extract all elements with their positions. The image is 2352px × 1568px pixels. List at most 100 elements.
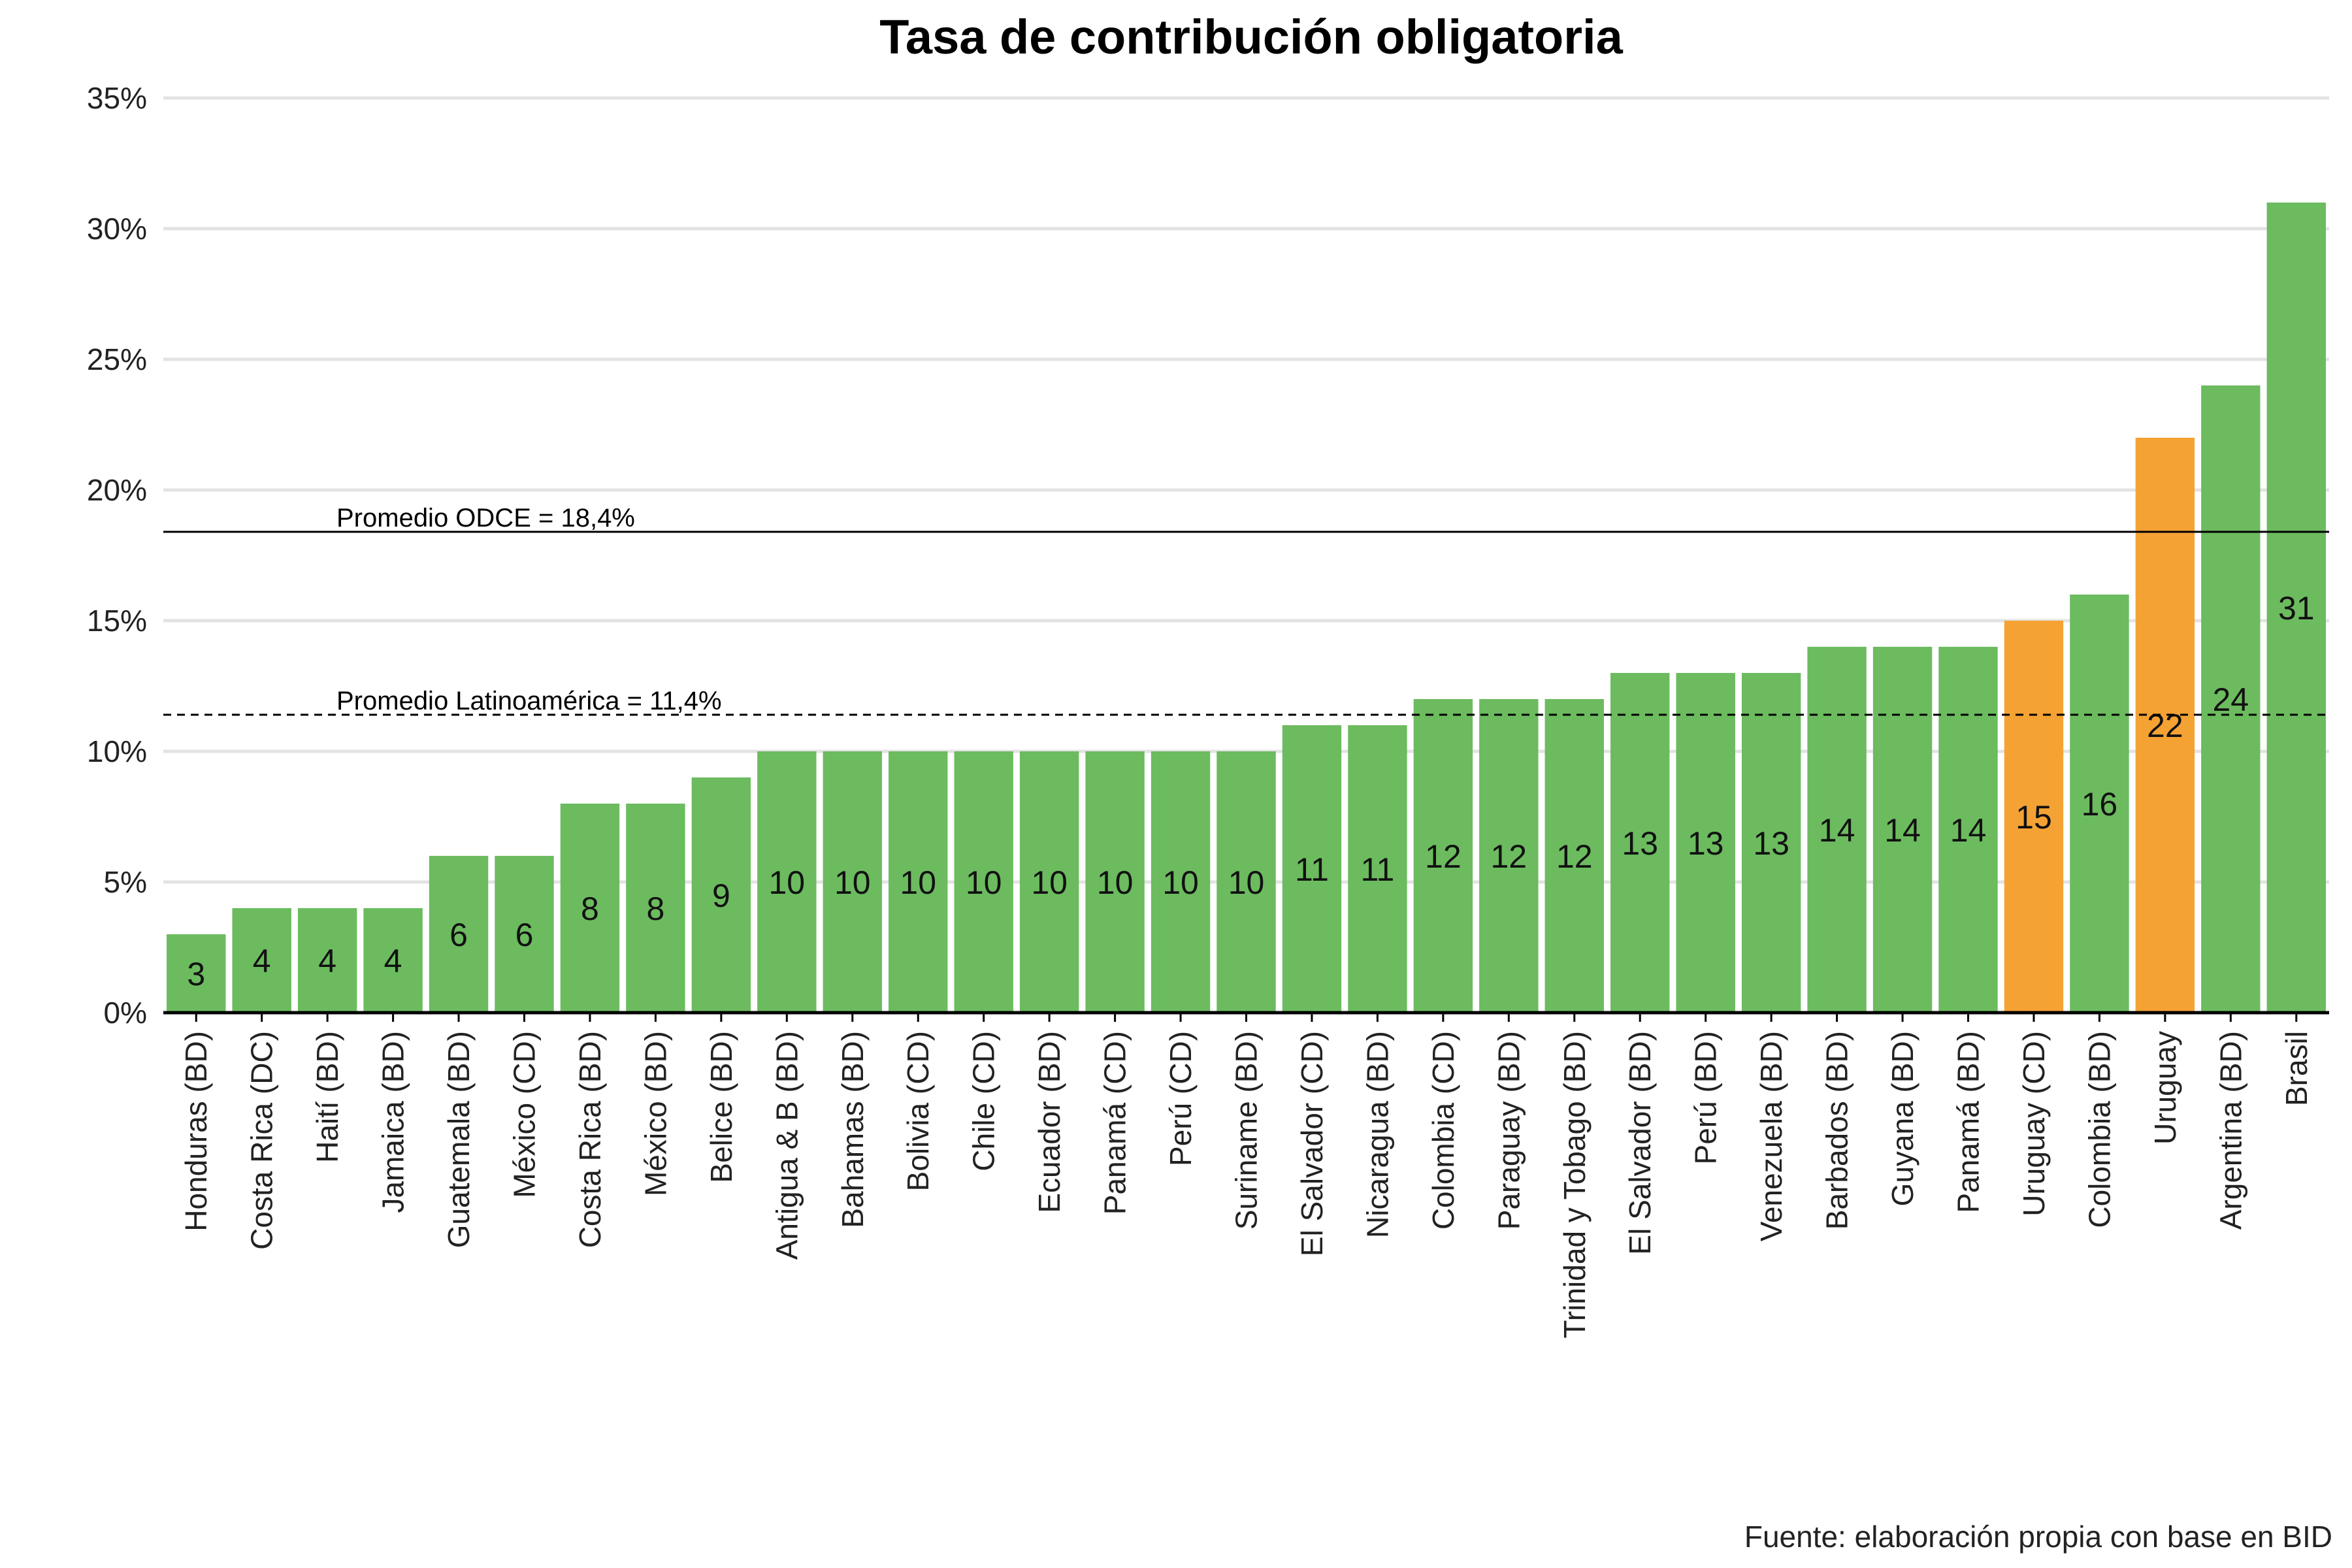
bar [560,804,620,1013]
bar-value-label: 10 [834,864,871,901]
bar [2135,438,2195,1013]
x-tick-label: Costa Rica (BD) [573,1031,607,1248]
bar-value-label: 15 [2016,799,2052,836]
x-tick-label: Uruguay [2148,1031,2182,1145]
bar [2201,385,2261,1013]
bar-value-label: 10 [1228,864,1265,901]
y-tick-label: 0% [104,996,147,1030]
bar-value-label: 6 [515,917,534,953]
bar-value-label: 13 [1622,825,1658,862]
x-tick-label: Guyana (BD) [1886,1031,1919,1206]
x-tick-label: Guatemala (BD) [442,1031,476,1248]
bar-value-label: 14 [1950,812,1987,849]
x-tick-label: México (CD) [508,1031,542,1198]
bar-value-label: 8 [581,890,599,927]
bar [1610,673,1670,1013]
bar [823,751,882,1013]
y-tick-label: 35% [87,81,147,115]
x-tick-label: Uruguay (CD) [2017,1031,2051,1217]
bar [1676,673,1735,1013]
x-tick-label: Ecuador (BD) [1032,1031,1066,1213]
x-tick-label: México (BD) [638,1031,672,1196]
y-tick-label: 25% [87,342,147,376]
bar [297,908,357,1013]
bar [232,908,291,1013]
bar-value-label: 9 [712,877,730,914]
x-tick-label: Jamaica (BD) [376,1031,410,1213]
x-tick-label: Chile (CD) [967,1031,1001,1171]
bar-value-label: 13 [1753,825,1789,862]
bar-value-label: 10 [900,864,936,901]
x-tick-label: Perú (CD) [1164,1031,1198,1166]
bar-value-label: 3 [187,956,205,992]
bar-value-label: 14 [1884,812,1921,849]
x-tick-label: Bolivia (CD) [901,1031,935,1191]
x-tick-label: Antigua & B (BD) [770,1031,804,1260]
bar-value-label: 13 [1688,825,1724,862]
bar [1807,647,1867,1013]
bar [1479,699,1539,1013]
bar-value-label: 12 [1556,838,1593,875]
bar-value-label: 4 [384,943,402,979]
x-tick-label: Nicaragua (BD) [1360,1031,1394,1238]
bar-value-label: 4 [253,943,271,979]
bar [1151,751,1211,1013]
x-tick-label: Bahamas (BD) [836,1031,870,1228]
y-tick-label: 30% [87,212,147,246]
bar [691,777,751,1013]
x-tick-label: Barbados (BD) [1820,1031,1854,1230]
x-tick-label: Belice (BD) [704,1031,738,1183]
bar [1938,647,1998,1013]
bar [1282,725,1342,1013]
x-tick-label: Brasil [2279,1031,2313,1106]
x-tick-label: Colombia (CD) [1426,1031,1460,1230]
bar-value-label: 10 [1097,864,1134,901]
x-tick-label: Venezuela (BD) [1754,1031,1788,1241]
bar-value-label: 10 [769,864,806,901]
x-tick-label: Suriname (BD) [1230,1031,1264,1230]
x-tick-label: Paraguay (BD) [1492,1031,1526,1230]
bar [2070,595,2129,1013]
bar-value-label: 24 [2213,681,2249,718]
bar-value-label: 11 [1295,851,1329,888]
bar [1085,751,1145,1013]
x-tick-label: Trinidad y Tobago (BD) [1558,1031,1592,1338]
y-tick-label: 10% [87,734,147,768]
bar [2266,203,2326,1013]
bar [1217,751,1276,1013]
x-tick-label: Panamá (CD) [1098,1031,1132,1215]
x-tick-label: Colombia (BD) [2082,1031,2116,1228]
bar-value-label: 12 [1425,838,1462,875]
bar-value-label: 8 [647,890,665,927]
bar-value-label: 12 [1491,838,1527,875]
bar [2004,621,2064,1013]
bar [889,751,948,1013]
x-tick-label: Costa Rica (DC) [245,1031,279,1250]
bar-value-label: 11 [1360,851,1394,888]
bar [1872,647,1933,1013]
bar [1741,673,1801,1013]
bar [757,751,817,1013]
bar [626,804,685,1013]
y-tick-label: 15% [87,604,147,638]
y-tick-label: 20% [87,473,147,507]
reference-line-label: Promedio Latinoamérica = 11,4% [336,687,722,715]
reference-line-label: Promedio ODCE = 18,4% [336,504,635,532]
bar [1019,751,1079,1013]
bar-value-label: 16 [2082,786,2118,823]
bar-value-label: 10 [966,864,1002,901]
bar [954,751,1013,1013]
x-tick-label: Honduras (BD) [179,1031,213,1232]
bar [429,856,489,1013]
bar-value-label: 6 [449,917,468,953]
bar [495,856,554,1013]
x-tick-label: Argentina (BD) [2213,1031,2247,1230]
x-tick-label: Perú (BD) [1689,1031,1723,1164]
bar [1544,699,1604,1013]
source-note: Fuente: elaboración propia con base en B… [1744,1520,2332,1554]
x-tick-label: El Salvador (BD) [1623,1031,1657,1255]
bar-value-label: 10 [1162,864,1199,901]
y-tick-label: 5% [104,865,147,899]
bar [1348,725,1407,1013]
